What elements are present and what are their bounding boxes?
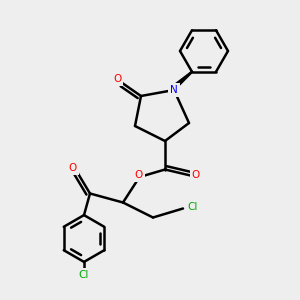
Text: Cl: Cl — [79, 269, 89, 280]
Text: O: O — [113, 74, 121, 85]
Text: N: N — [170, 85, 178, 95]
Text: O: O — [135, 170, 143, 181]
Text: Cl: Cl — [188, 202, 198, 212]
Text: O: O — [192, 170, 200, 181]
Text: O: O — [69, 163, 77, 173]
